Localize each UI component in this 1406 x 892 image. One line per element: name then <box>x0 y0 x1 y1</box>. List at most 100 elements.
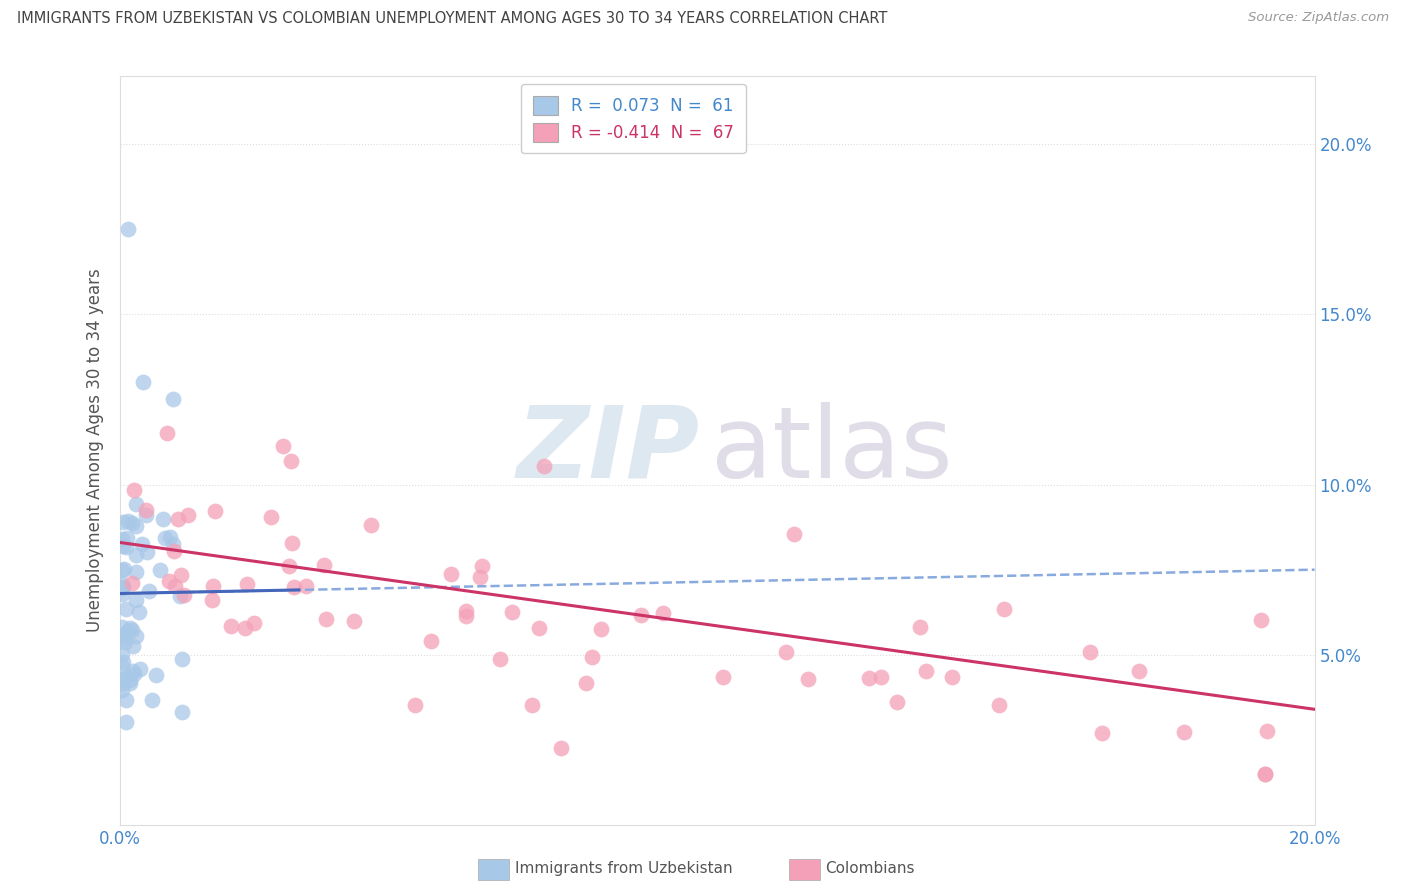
Point <box>858 671 880 685</box>
Point <box>115 601 138 615</box>
Point <box>111 647 134 661</box>
Text: atlas: atlas <box>711 402 953 499</box>
Point <box>711 670 734 684</box>
Point <box>114 635 136 649</box>
Point <box>914 664 936 678</box>
Point <box>420 634 443 648</box>
Point <box>941 670 963 684</box>
Point <box>112 628 135 642</box>
Point <box>315 611 337 625</box>
Point <box>281 535 304 549</box>
Point <box>121 664 143 678</box>
Point <box>124 483 146 498</box>
Point <box>157 574 180 588</box>
Point <box>121 516 143 530</box>
Point <box>115 531 138 545</box>
Point <box>125 565 148 579</box>
Point <box>575 675 598 690</box>
Point <box>145 668 167 682</box>
Point <box>797 672 820 686</box>
Point <box>456 605 478 619</box>
Point <box>111 576 134 591</box>
Point <box>162 537 184 551</box>
Point <box>114 693 136 707</box>
Text: IMMIGRANTS FROM UZBEKISTAN VS COLOMBIAN UNEMPLOYMENT AMONG AGES 30 TO 34 YEARS C: IMMIGRANTS FROM UZBEKISTAN VS COLOMBIAN … <box>17 11 887 26</box>
Point <box>111 659 134 673</box>
Point <box>135 508 157 522</box>
Point <box>138 583 160 598</box>
Point <box>111 532 134 546</box>
Point <box>533 458 555 473</box>
Point <box>591 622 613 636</box>
Point <box>120 621 142 635</box>
Point <box>111 563 134 577</box>
Point <box>233 621 256 635</box>
Point <box>550 741 572 756</box>
Point <box>1256 724 1278 739</box>
Point <box>132 376 155 390</box>
Point <box>115 541 138 555</box>
Point <box>117 624 139 638</box>
Point <box>522 698 544 713</box>
Point <box>111 540 134 554</box>
Point <box>468 569 491 583</box>
Point <box>125 518 148 533</box>
Point <box>782 527 804 541</box>
Point <box>295 579 318 593</box>
Point <box>260 510 283 524</box>
Point <box>908 620 931 634</box>
Point <box>343 615 366 629</box>
Point <box>112 632 135 647</box>
Point <box>283 581 305 595</box>
Point <box>454 609 477 624</box>
Point <box>404 698 426 712</box>
Point <box>163 579 186 593</box>
Point <box>204 503 226 517</box>
Point <box>118 676 141 690</box>
Text: Immigrants from Uzbekistan: Immigrants from Uzbekistan <box>515 861 733 876</box>
Point <box>149 563 172 577</box>
Point <box>870 670 893 684</box>
Point <box>152 512 174 526</box>
Point <box>651 606 673 620</box>
Point <box>114 670 136 684</box>
Point <box>128 605 150 619</box>
Point <box>489 652 512 666</box>
Point <box>129 662 152 676</box>
Point <box>163 544 186 558</box>
Point <box>121 575 143 590</box>
Point <box>112 515 135 529</box>
Point <box>111 677 134 691</box>
Point <box>111 586 134 600</box>
Point <box>1173 725 1195 739</box>
Point <box>111 620 134 634</box>
Point <box>987 698 1010 712</box>
Point <box>1078 644 1101 658</box>
Point <box>242 616 264 631</box>
Point <box>118 673 141 688</box>
Text: Source: ZipAtlas.com: Source: ZipAtlas.com <box>1249 11 1389 24</box>
Point <box>117 222 139 236</box>
Point <box>173 588 195 602</box>
Point <box>1091 726 1114 740</box>
Point <box>111 581 134 595</box>
Point <box>111 683 134 698</box>
Legend: R =  0.073  N =  61, R = -0.414  N =  67: R = 0.073 N = 61, R = -0.414 N = 67 <box>522 84 745 153</box>
Point <box>121 639 143 653</box>
Text: Colombians: Colombians <box>825 861 915 876</box>
Point <box>125 497 148 511</box>
Point <box>122 667 145 681</box>
Point <box>121 623 143 637</box>
Point <box>141 692 163 706</box>
Point <box>993 602 1015 616</box>
Point <box>162 392 184 407</box>
Point <box>271 439 294 453</box>
Point <box>1250 613 1272 627</box>
Point <box>581 650 603 665</box>
Point <box>111 656 134 670</box>
Point <box>112 673 135 687</box>
Point <box>169 590 191 604</box>
Point <box>166 512 188 526</box>
Point <box>117 514 139 528</box>
Point <box>155 532 177 546</box>
